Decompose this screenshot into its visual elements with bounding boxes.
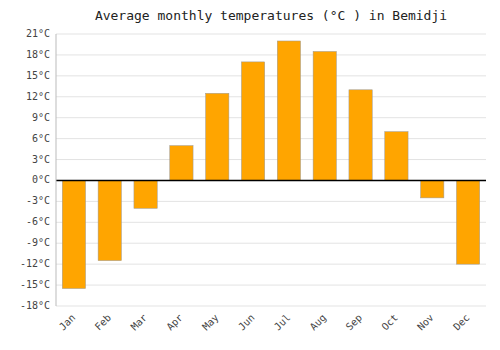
chart-container: Average monthly temperatures (°C ) in Be… [0, 0, 500, 350]
bar [62, 180, 85, 288]
bar [313, 51, 336, 180]
grid-line [56, 138, 486, 139]
y-tick-label: -15°C [20, 279, 50, 290]
x-tick-label: Apr [164, 312, 185, 333]
y-axis-line [56, 34, 57, 306]
y-tick-label: 12°C [26, 91, 50, 102]
grid-line [56, 54, 486, 55]
chart: Average monthly temperatures (°C ) in Be… [0, 0, 500, 350]
title: Average monthly temperatures (°C ) in Be… [95, 8, 447, 23]
grid-line [56, 75, 486, 76]
grid-line [56, 117, 486, 118]
x-tick-label: Dec [451, 312, 472, 333]
y-tick-label: 21°C [26, 28, 50, 39]
x-tick-labels: Jan Feb Mar Apr May Jun Jul Aug Sep Oct Nov Dec [57, 312, 472, 333]
grid-line [56, 34, 486, 35]
grid-line [56, 264, 486, 265]
bar [277, 41, 300, 180]
y-tick-label: 15°C [26, 70, 50, 81]
bar [98, 180, 121, 260]
y-tick-label: 3°C [32, 154, 50, 165]
bar [170, 146, 193, 181]
bar [241, 62, 264, 181]
grid-line [56, 96, 486, 97]
y-tick-label: -18°C [20, 300, 50, 311]
grid [56, 34, 486, 306]
bar [134, 180, 157, 208]
grid-line [56, 306, 486, 307]
y-tick-label: 0°C [32, 174, 50, 185]
bars [56, 41, 486, 289]
grid-line [56, 180, 486, 181]
x-tick-label: Jun [236, 312, 257, 333]
x-tick-label: Jan [57, 312, 78, 333]
grid-line [56, 285, 486, 286]
bar [349, 90, 372, 181]
x-tick-label: Oct [379, 312, 400, 333]
bar [421, 180, 444, 197]
y-tick-label: 6°C [32, 133, 50, 144]
x-tick-label: Nov [415, 312, 436, 333]
x-tick-label: Feb [93, 312, 114, 333]
y-tick-label: -3°C [26, 195, 50, 206]
x-tick-label: Jul [272, 312, 293, 333]
zero-line [56, 180, 486, 182]
x-tick-label: Aug [308, 312, 329, 333]
x-tick-label: May [200, 312, 221, 333]
bar [206, 93, 229, 180]
background [0, 0, 500, 350]
y-tick-label: -6°C [26, 216, 50, 227]
grid-line [56, 159, 486, 160]
y-tick-label: -9°C [26, 237, 50, 248]
y-tick-label: 9°C [32, 112, 50, 123]
bar [456, 180, 479, 264]
bar [385, 132, 408, 181]
y-tick-labels: -18°C -15°C -12°C -9°C -6°C -3°C 0°C 3°C 6°C 9°C 1… [20, 28, 50, 311]
y-tick-label: 18°C [26, 49, 50, 60]
x-tick-label: Sep [344, 312, 365, 333]
x-tick-label: Mar [129, 312, 150, 333]
y-tick-label: -12°C [20, 258, 50, 269]
